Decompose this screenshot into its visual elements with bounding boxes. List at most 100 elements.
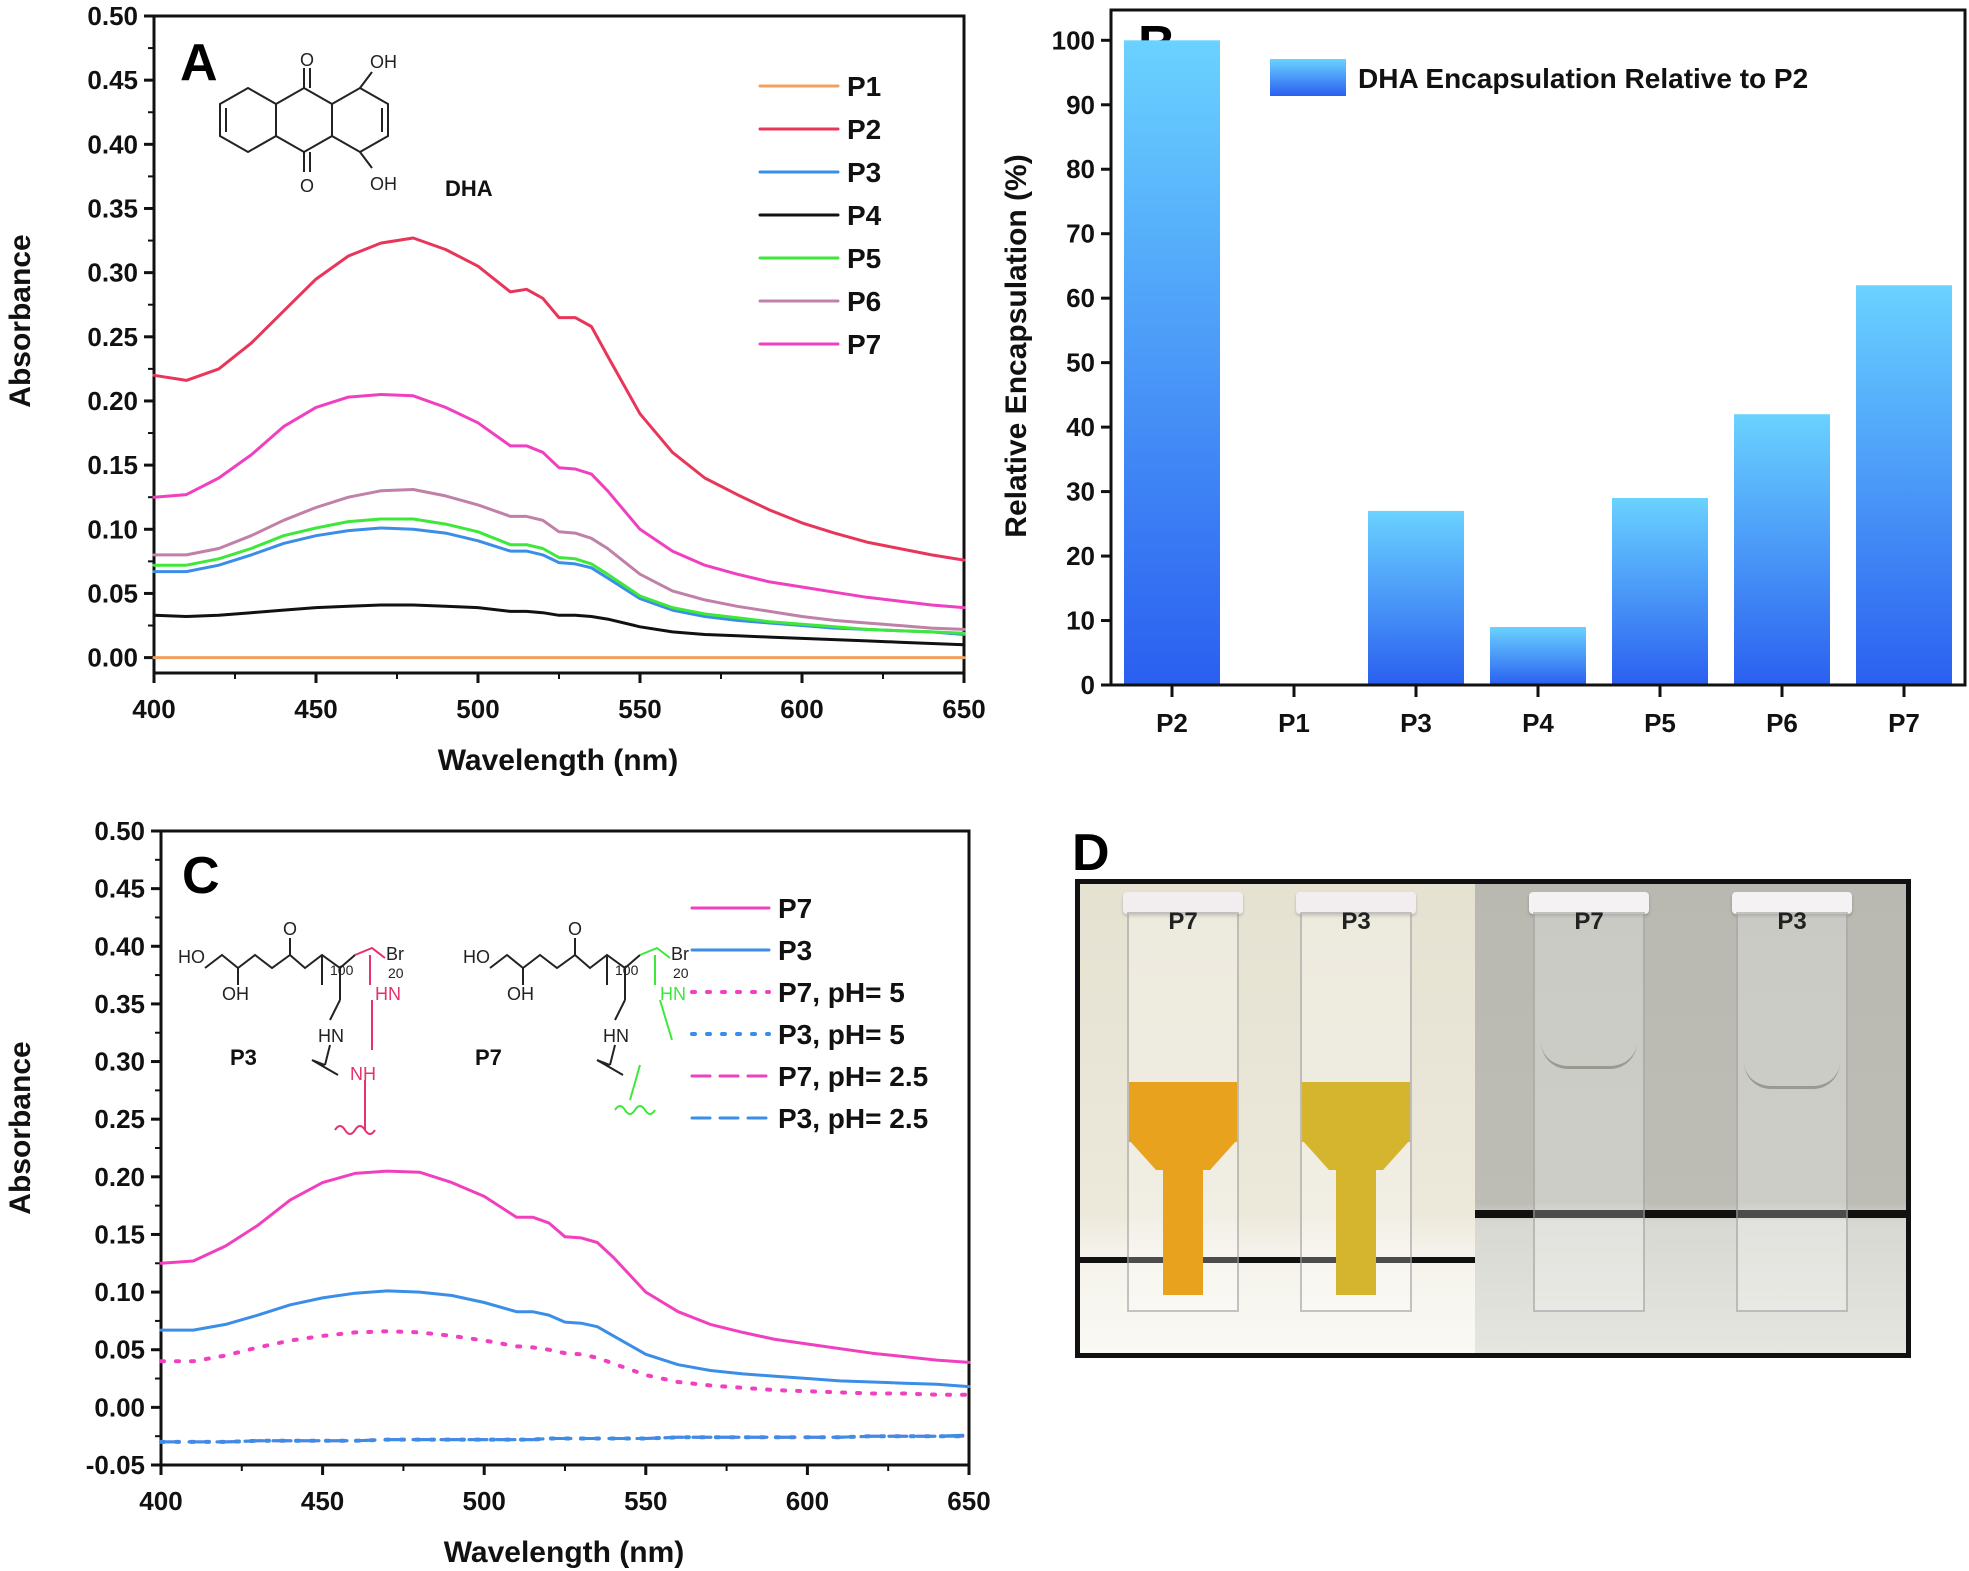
y-tick-label: 0.00 — [94, 1392, 145, 1422]
cuvette-cap — [1123, 892, 1243, 914]
atom-hn: HN — [318, 1026, 344, 1046]
legend-label: P3, pH= 2.5 — [778, 1103, 928, 1134]
bench-edge — [1475, 1210, 1906, 1218]
series-line-p3-ph-2-5 — [159, 1433, 971, 1444]
panel-label-d: D — [1072, 824, 1110, 882]
legend-label: P7, pH= 5 — [778, 977, 905, 1008]
atom-br: Br — [386, 944, 404, 964]
x-tick-label: 550 — [624, 1486, 667, 1516]
atom-oh: OH — [507, 984, 534, 1004]
x-tick-label: P7 — [1888, 708, 1920, 738]
cuvette-photo: P7 P3 P7 P3 — [1075, 879, 1911, 1358]
x-tick-label: P5 — [1644, 708, 1676, 738]
atom-oh: OH — [370, 52, 397, 72]
legend-label: P2 — [847, 114, 881, 145]
x-tick-label: 550 — [618, 694, 661, 724]
y-tick-label: 0.30 — [94, 1047, 145, 1077]
atom-ho: HO — [463, 947, 490, 967]
series-line-p6 — [152, 488, 966, 631]
x-tick-label: 400 — [139, 1486, 182, 1516]
atom-br: Br — [671, 944, 689, 964]
y-tick-label: 50 — [1066, 348, 1095, 378]
y-tick-label: 60 — [1066, 283, 1095, 313]
atom-nh: NH — [350, 1064, 376, 1084]
series-line-p7 — [152, 393, 966, 610]
y-tick-label: 0.35 — [94, 989, 145, 1019]
series-line-p7-ph-5 — [159, 1329, 971, 1397]
y-tick-label: 100 — [1052, 25, 1095, 55]
chart-c: C HO OH O HN HN NH Br 100 20 P3 HO OH O — [4, 816, 991, 1569]
liquid-upper — [1129, 1082, 1237, 1142]
y-tick-label: 30 — [1066, 477, 1095, 507]
legend-label: P4 — [847, 200, 882, 231]
y-tick-label: 0.20 — [94, 1162, 145, 1192]
cuvette-label: P3 — [1777, 908, 1807, 935]
x-tick-label: P1 — [1278, 708, 1310, 738]
cuvette-cap — [1732, 892, 1852, 914]
cuvette-label: P7 — [1168, 908, 1198, 935]
bar-p7 — [1856, 285, 1952, 685]
panel-label-a: A — [180, 34, 218, 92]
y-axis-label: Relative Encapsulation (%) — [1000, 154, 1033, 537]
y-tick-label: 0.40 — [87, 129, 138, 159]
x-tick-label: 600 — [786, 1486, 829, 1516]
cuvette: P3 — [1286, 892, 1426, 1312]
legend-label: P3 — [847, 157, 881, 188]
cuvette-cap — [1529, 892, 1649, 914]
x-tick-label: 450 — [301, 1486, 344, 1516]
x-tick-label: 650 — [947, 1486, 990, 1516]
legend-label: P5 — [847, 243, 881, 274]
legend-label: P7 — [778, 893, 812, 924]
legend-swatch — [1270, 59, 1346, 96]
y-tick-label: 0.35 — [87, 193, 138, 223]
dha-structure — [219, 68, 389, 172]
legend-label: P7 — [847, 329, 881, 360]
series-line-p7 — [159, 1169, 971, 1364]
y-tick-label: 20 — [1066, 541, 1095, 571]
chart-a: A O OH O OH DHA 0.00 0.05 0.10 0.15 0.20 0.25… — [4, 1, 986, 777]
atom-o: O — [300, 176, 314, 196]
y-tick-label: 0.40 — [94, 931, 145, 961]
bar-p3 — [1368, 510, 1464, 685]
y-tick-label: 0.50 — [87, 1, 138, 31]
structure-name-p7: P7 — [475, 1045, 502, 1070]
cuvette: P3 — [1722, 892, 1862, 1312]
y-tick-label: 0.10 — [94, 1277, 145, 1307]
atom-o: O — [300, 50, 314, 70]
bar-p2 — [1124, 40, 1220, 686]
repeat-20: 20 — [388, 965, 404, 981]
y-tick-label: 0.45 — [94, 874, 145, 904]
repeat-100: 100 — [330, 962, 354, 978]
legend-label: P1 — [847, 71, 881, 102]
atom-o: O — [283, 919, 297, 939]
bar-p4 — [1490, 626, 1586, 685]
y-tick-label: 0.05 — [87, 578, 138, 608]
legend-label: P3, pH= 5 — [778, 1019, 905, 1050]
x-tick-label: P2 — [1156, 708, 1188, 738]
x-tick-label: P4 — [1522, 708, 1554, 738]
y-tick-label: 90 — [1066, 90, 1095, 120]
y-tick-label: 70 — [1066, 219, 1095, 249]
x-axis-label: Wavelength (nm) — [444, 1536, 685, 1569]
repeat-20: 20 — [673, 965, 689, 981]
y-tick-label: 0.15 — [87, 450, 138, 480]
bench-edge — [1080, 1257, 1475, 1263]
x-tick-label: P6 — [1766, 708, 1798, 738]
bar-p5 — [1612, 498, 1708, 685]
cuvette-cap — [1296, 892, 1416, 914]
chart-b: B P2P1P3P4P5P6P70102030405060708090100Re… — [1000, 8, 1967, 738]
atom-o: O — [568, 919, 582, 939]
cuvette: P7 — [1519, 892, 1659, 1312]
y-axis-label: Absorbance — [4, 234, 37, 407]
legend-label: DHA Encapsulation Relative to P2 — [1358, 63, 1808, 94]
legend-label: P7, pH= 2.5 — [778, 1061, 928, 1092]
y-tick-label: -0.05 — [86, 1450, 145, 1480]
y-tick-label: 80 — [1066, 154, 1095, 184]
repeat-100: 100 — [615, 962, 639, 978]
meniscus — [1744, 1062, 1840, 1089]
cuvette: P7 — [1113, 892, 1253, 1312]
y-tick-label: 0 — [1081, 670, 1095, 700]
y-tick-label: 40 — [1066, 412, 1095, 442]
liquid-upper — [1302, 1082, 1410, 1142]
